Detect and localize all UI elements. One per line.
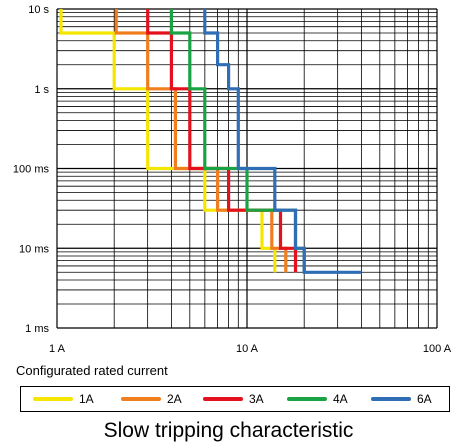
y-tick-label: 10 s (28, 4, 49, 16)
legend-label: 1A (79, 392, 94, 406)
legend-swatch (371, 397, 411, 401)
legend-swatch (287, 397, 327, 401)
x-tick-label: 100 A (423, 343, 452, 355)
legend-swatch (121, 397, 161, 401)
legend-label: 6A (417, 392, 432, 406)
y-tick-label: 100 ms (13, 164, 50, 176)
chart-tick-labels: 1 ms 10 ms 100 ms 1 s 10 s 1 A 10 A 100 A (13, 4, 452, 355)
legend-label: 3A (249, 392, 264, 406)
y-tick-label: 1 ms (25, 323, 49, 335)
series-2A-line (114, 9, 288, 273)
series-1A-line (59, 9, 277, 273)
chart-grid (56, 8, 438, 329)
series-6A-line (203, 9, 362, 274)
y-tick-label: 10 ms (19, 243, 49, 255)
legend-label: 4A (333, 392, 348, 406)
legend-swatch (203, 397, 243, 401)
y-tick-label: 1 s (34, 84, 49, 96)
x-tick-label: 1 A (49, 343, 66, 355)
tripping-chart: 1 ms 10 ms 100 ms 1 s 10 s 1 A 10 A 100 A (13, 4, 452, 355)
chart-title: Slow tripping characteristic (103, 419, 354, 442)
chart-legend: 1A 2A 3A 4A 6A (20, 386, 450, 412)
chart-series (59, 9, 362, 274)
x-axis-label: Configurated rated current (16, 363, 168, 378)
legend-swatch (33, 397, 73, 401)
legend-label: 2A (167, 392, 182, 406)
x-tick-label: 10 A (236, 343, 259, 355)
